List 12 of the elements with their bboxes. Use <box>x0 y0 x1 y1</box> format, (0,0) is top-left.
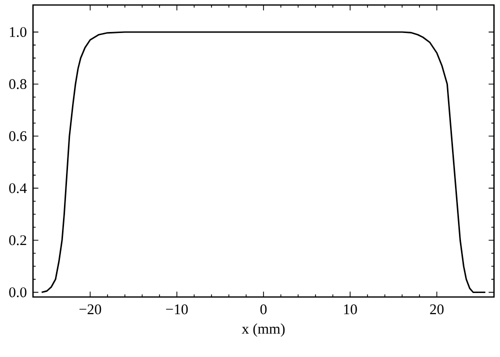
x-tick-label: 10 <box>344 304 357 314</box>
x-axis-title: x (mm) <box>242 323 285 337</box>
y-tick-label: 0.2 <box>9 235 26 246</box>
x-tick-label: −10 <box>166 304 188 314</box>
x-tick-label: 20 <box>430 304 444 314</box>
y-tick-label: 0.4 <box>9 183 27 194</box>
x-tick-label: −20 <box>79 304 102 314</box>
x-tick-label: 0 <box>260 304 267 314</box>
y-tick-label: 0.6 <box>9 131 27 142</box>
y-tick-label: 0.0 <box>9 287 26 298</box>
y-tick-label: 0.8 <box>9 79 26 90</box>
y-tick-label: 1.0 <box>10 27 26 38</box>
